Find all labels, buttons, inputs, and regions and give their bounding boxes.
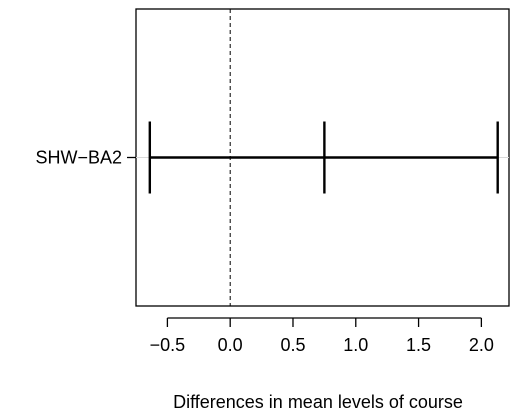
x-tick-label: 0.0: [218, 335, 243, 355]
x-tick-label: 0.5: [280, 335, 305, 355]
x-axis: −0.5 0.0 0.5 1.0 1.5 2.0: [150, 317, 494, 355]
comparison-0: SHW−BA2: [35, 121, 509, 194]
x-axis-title: Differences in mean levels of course: [173, 392, 463, 412]
comparison-label: SHW−BA2: [35, 148, 122, 168]
x-tick-label: 2.0: [469, 335, 494, 355]
x-tick-label: 1.5: [406, 335, 431, 355]
comparisons: SHW−BA2: [35, 121, 509, 194]
x-tick-label: 1.0: [343, 335, 368, 355]
x-tick-label: −0.5: [150, 335, 186, 355]
